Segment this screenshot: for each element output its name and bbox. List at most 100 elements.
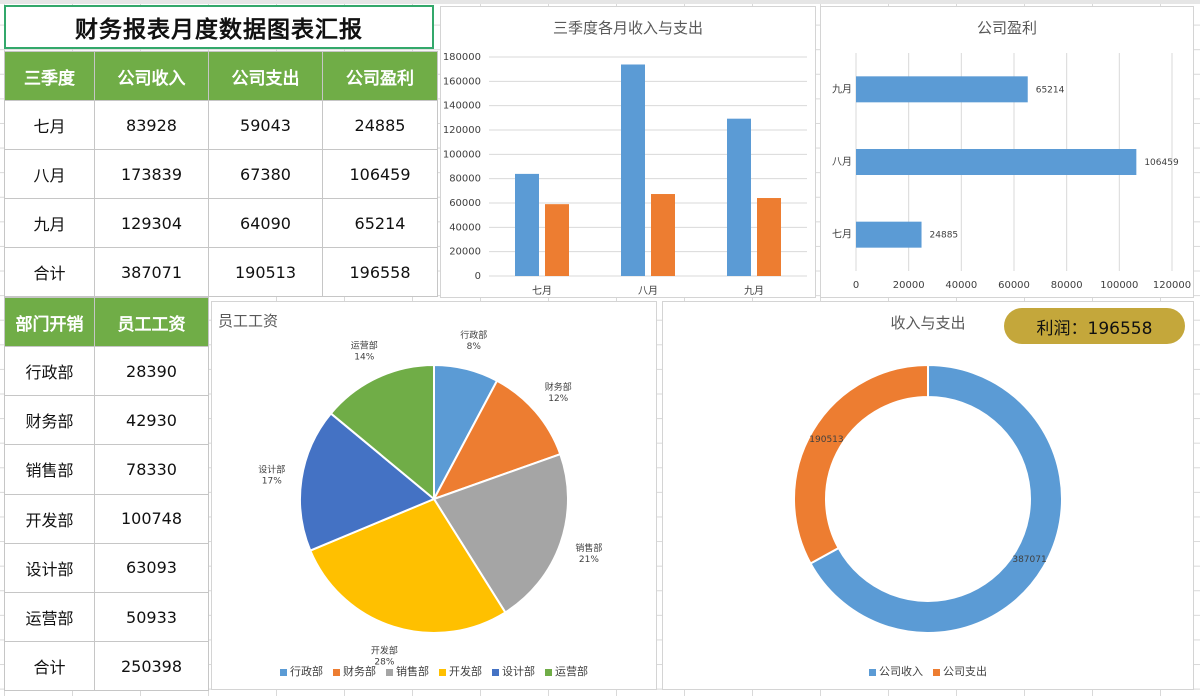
income-expense-doughnut[interactable]: 收入与支出 387071 190513 公司收入 公司支出 xyxy=(662,301,1194,690)
x-tick-label: 100000 xyxy=(1100,280,1138,291)
quarter-cell[interactable]: 59043 xyxy=(208,100,323,150)
slice-label: 设计部 xyxy=(258,464,285,476)
quarter-row: 七月 83928 59043 24885 xyxy=(4,100,438,150)
doughnut-svg: 387071 190513 xyxy=(793,363,1063,634)
quarter-cell[interactable]: 67380 xyxy=(208,149,323,199)
y-tick-label: 180000 xyxy=(443,52,481,63)
legend-swatch xyxy=(933,668,940,676)
legend-label: 运营部 xyxy=(555,665,588,678)
profit-chart-svg: 0 20000 40000 60000 80000 100000 120000 七月 24885… xyxy=(832,53,1191,291)
quarter-cell[interactable]: 合计 xyxy=(4,247,95,297)
x-tick-label: 八月 xyxy=(638,285,658,297)
dept-row: 设计部 63093 xyxy=(4,542,209,593)
data-label: 65214 xyxy=(1036,85,1065,95)
legend-label: 公司支出 xyxy=(943,665,987,678)
report-title[interactable]: 财务报表月度数据图表汇报 xyxy=(4,5,434,49)
quarter-cell[interactable]: 106459 xyxy=(322,149,438,199)
slice-label: 行政部 xyxy=(460,329,487,341)
y-tick-label: 40000 xyxy=(449,222,481,233)
column-header-strip xyxy=(0,0,1200,4)
slice-label: 销售部 xyxy=(575,542,602,554)
dept-cell[interactable]: 合计 xyxy=(4,641,95,692)
quarter-cell[interactable]: 64090 xyxy=(208,198,323,248)
legend-swatch xyxy=(869,668,876,676)
pie-slice xyxy=(299,412,436,552)
quarter-cell[interactable]: 173839 xyxy=(94,149,209,199)
segment-value-label: 190513 xyxy=(809,435,843,445)
slice-percent: 8% xyxy=(467,342,482,352)
slice-label: 开发部 xyxy=(371,644,398,656)
quarter-cell[interactable]: 九月 xyxy=(4,198,95,248)
legend-label: 公司收入 xyxy=(879,665,923,678)
department-table: 部门开销 员工工资 行政部 28390 财务部 42930 销售部 78330 开发部 10074… xyxy=(4,297,209,692)
dept-cell[interactable]: 42930 xyxy=(94,395,209,446)
quarter-cell[interactable]: 190513 xyxy=(208,247,323,297)
bar xyxy=(545,204,569,276)
doughnut-legend: 公司收入 公司支出 xyxy=(663,663,1193,679)
slice-percent: 28% xyxy=(374,657,394,667)
dept-cell[interactable]: 78330 xyxy=(94,444,209,495)
quarter-header-cell[interactable]: 三季度 xyxy=(4,51,95,101)
quarter-cell[interactable]: 129304 xyxy=(94,198,209,248)
quarter-row: 合计 387071 190513 196558 xyxy=(4,247,438,297)
dept-cell[interactable]: 开发部 xyxy=(4,493,95,544)
dept-cell[interactable]: 行政部 xyxy=(4,345,95,397)
quarter-header-cell[interactable]: 公司盈利 xyxy=(322,51,438,101)
dept-cell[interactable]: 财务部 xyxy=(4,395,95,446)
quarter-cell[interactable]: 65214 xyxy=(322,198,438,248)
bar xyxy=(727,118,751,276)
legend-item: 财务部 xyxy=(333,663,376,679)
dept-header-cell[interactable]: 员工工资 xyxy=(94,297,209,347)
quarter-cell[interactable]: 83928 xyxy=(94,100,209,150)
y-tick-label: 100000 xyxy=(443,149,481,160)
dept-cell[interactable]: 100748 xyxy=(94,493,209,544)
dept-cell[interactable]: 销售部 xyxy=(4,444,95,495)
quarter-header-cell[interactable]: 公司收入 xyxy=(94,51,209,101)
legend-swatch xyxy=(333,668,340,676)
dept-cell[interactable]: 50933 xyxy=(94,591,209,643)
dept-row: 开发部 100748 xyxy=(4,493,209,544)
dept-cell[interactable]: 28390 xyxy=(94,345,209,397)
pie-slice xyxy=(329,363,435,502)
dept-cell[interactable]: 设计部 xyxy=(4,542,95,593)
income-expense-chart-svg: 0 20000 40000 60000 80000 100000 120000 140000 1… xyxy=(443,52,807,297)
pie-slice xyxy=(431,379,562,501)
quarter-cell[interactable]: 八月 xyxy=(4,149,95,199)
quarter-cell[interactable]: 196558 xyxy=(322,247,438,297)
income-expense-chart[interactable]: 三季度各月收入与支出 0 20000 40000 60000 80000 100000 12… xyxy=(440,6,816,298)
bar xyxy=(651,194,675,276)
dept-cell[interactable]: 运营部 xyxy=(4,591,95,643)
dept-cell[interactable]: 250398 xyxy=(94,641,209,692)
quarter-header-cell[interactable]: 公司支出 xyxy=(208,51,323,101)
doughnut-segment xyxy=(809,363,1063,634)
x-tick-label: 80000 xyxy=(1051,280,1083,291)
quarter-row: 九月 129304 64090 65214 xyxy=(4,198,438,248)
x-tick-label: 20000 xyxy=(893,280,925,291)
x-tick-label: 60000 xyxy=(998,280,1030,291)
quarter-cell[interactable]: 七月 xyxy=(4,100,95,150)
quarter-cell[interactable]: 24885 xyxy=(322,100,438,150)
quarter-cell[interactable]: 387071 xyxy=(94,247,209,297)
quarter-row: 八月 173839 67380 106459 xyxy=(4,149,438,199)
dept-row: 财务部 42930 xyxy=(4,395,209,446)
doughnut-title: 收入与支出 xyxy=(890,314,966,332)
y-tick-label: 九月 xyxy=(832,83,852,95)
dept-cell[interactable]: 63093 xyxy=(94,542,209,593)
doughnut-segment xyxy=(793,363,929,565)
y-tick-label: 0 xyxy=(475,271,481,282)
legend-swatch xyxy=(545,668,552,676)
salary-pie-chart[interactable]: 员工工资 行政部 8% 财务部 12% 销售部 21% 开发部 28% 设计部 17% 运营部 14%… xyxy=(211,301,657,690)
salary-pie-legend: 行政部 财务部 销售部 开发部 设计部 运营部 xyxy=(212,663,656,679)
profit-chart[interactable]: 公司盈利 0 20000 40000 60000 80000 100000 120000 七月… xyxy=(820,6,1194,298)
legend-item: 公司收入 xyxy=(869,663,923,679)
bar xyxy=(856,76,1028,103)
y-tick-label: 120000 xyxy=(443,125,481,136)
dept-header-cell[interactable]: 部门开销 xyxy=(4,297,95,347)
profit-badge: 利润：196558 xyxy=(1004,308,1185,344)
bar xyxy=(856,221,922,248)
bar xyxy=(621,64,645,276)
slice-percent: 14% xyxy=(354,353,374,363)
legend-item: 销售部 xyxy=(386,663,429,679)
x-tick-label: 120000 xyxy=(1153,280,1191,291)
